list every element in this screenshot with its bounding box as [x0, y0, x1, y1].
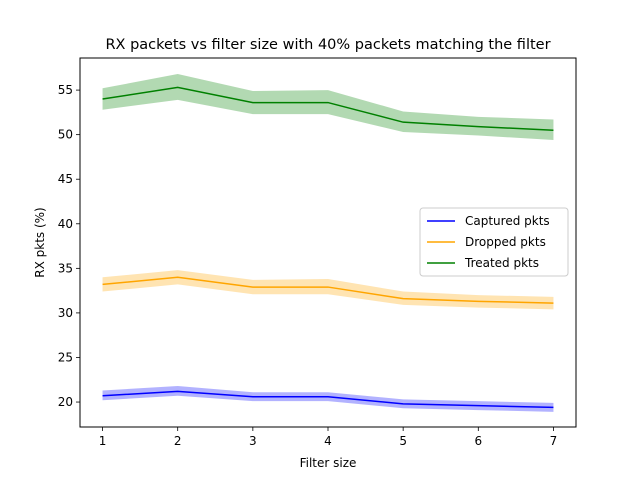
x-tick-label: 3	[249, 434, 257, 448]
y-tick-label: 50	[58, 128, 73, 142]
x-tick-label: 4	[324, 434, 332, 448]
legend-label-dropped-pkts: Dropped pkts	[465, 235, 546, 249]
line-treated-pkts	[102, 86, 554, 131]
legend-box	[419, 207, 569, 277]
x-tick-label: 6	[474, 434, 482, 448]
line-captured-pkts	[102, 390, 554, 409]
x-tick-label: 1	[99, 434, 107, 448]
y-tick-label: 20	[58, 395, 73, 409]
series-lines	[102, 86, 554, 409]
x-axis: 1 2 3 4 5 6 7	[99, 427, 558, 448]
legend-label-treated-pkts: Treated pkts	[464, 256, 539, 270]
x-tick-label: 2	[174, 434, 182, 448]
y-axis: 20 25 30 35 40 45 50 55	[58, 83, 80, 409]
y-tick-label: 25	[58, 350, 73, 364]
chart-title: RX packets vs filter size with 40% packe…	[105, 37, 550, 53]
x-tick-label: 7	[550, 434, 558, 448]
legend: Captured pkts Dropped pkts Treated pkts	[419, 207, 569, 277]
line-dropped-pkts	[102, 276, 554, 304]
y-tick-label: 40	[58, 217, 73, 231]
y-tick-label: 45	[58, 172, 73, 186]
y-axis-label: RX pkts (%)	[33, 207, 47, 277]
band-treated-pkts	[102, 74, 554, 140]
x-axis-label: Filter size	[300, 456, 357, 470]
x-tick-label: 5	[399, 434, 407, 448]
legend-label-captured-pkts: Captured pkts	[465, 214, 550, 228]
y-tick-label: 55	[58, 83, 73, 97]
y-tick-label: 30	[58, 306, 73, 320]
y-tick-label: 35	[58, 261, 73, 275]
